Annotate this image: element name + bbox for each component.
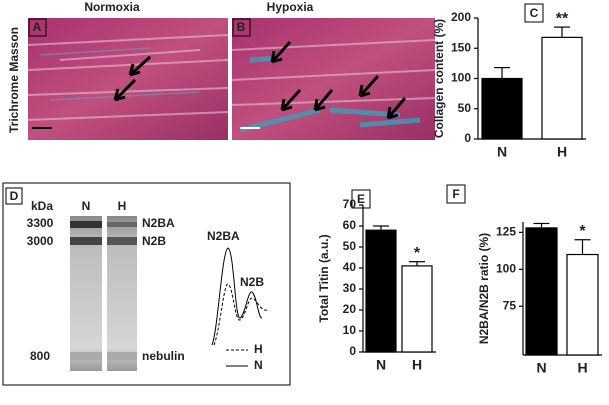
letter-box: [446, 184, 466, 204]
panel-letter: C: [530, 6, 539, 20]
significance: *: [579, 223, 586, 240]
panel-letter: D: [10, 189, 19, 203]
panel-letter: A: [33, 20, 42, 34]
panel-d-frame: [2, 182, 291, 386]
y-tick-label: 0: [464, 131, 471, 145]
x-tick-label: N: [497, 144, 507, 160]
significance: **: [556, 10, 569, 27]
micrograph-a: [27, 18, 229, 140]
letter-box: [5, 187, 23, 205]
trace-h: [213, 283, 269, 346]
y-tick-label: 100: [451, 71, 471, 85]
bar: [481, 77, 523, 140]
col-title: Hypoxia: [267, 0, 314, 14]
y-tick-label: 0: [349, 344, 356, 358]
letter-box: [524, 3, 544, 23]
y-tick-label: 50: [458, 101, 472, 115]
x-tick-label: N: [376, 357, 386, 373]
y-tick-label: 125: [496, 225, 516, 239]
y-tick-label: 40: [343, 260, 357, 274]
x-tick-label: H: [577, 360, 587, 376]
y-tick-label: 60: [343, 218, 357, 232]
x-tick-label: H: [412, 357, 422, 373]
band-label: N2BA: [142, 216, 175, 230]
legend-label: N: [254, 358, 263, 372]
y-tick-label: 10: [343, 323, 357, 337]
col-title: Normoxia: [84, 0, 140, 14]
marker: 800: [30, 349, 50, 363]
y-tick-label: 30: [343, 281, 357, 295]
row-title: Trichrome Masson: [7, 27, 21, 133]
trace-label: N2BA: [207, 229, 240, 243]
letter-box: [351, 189, 371, 209]
bar: [401, 265, 433, 353]
y-tick-label: 100: [496, 261, 516, 275]
trace-label: N2B: [240, 275, 264, 289]
bar: [566, 253, 599, 356]
y-axis-label: N2BA/N2B ratio (%): [477, 233, 491, 344]
legend-label: H: [254, 342, 263, 356]
x-tick-label: H: [557, 144, 567, 160]
panel-letter: F: [452, 187, 459, 201]
bar: [365, 229, 397, 353]
significance: *: [414, 245, 421, 262]
panel-letter: E: [357, 192, 365, 206]
y-tick-label: 50: [343, 239, 357, 253]
bar: [541, 36, 583, 140]
y-tick-label: 20: [343, 302, 357, 316]
marker: 3000: [27, 234, 54, 248]
band-label: nebulin: [142, 349, 185, 363]
trace-n: [211, 247, 263, 346]
band-label: N2B: [142, 234, 166, 248]
x-tick-label: N: [536, 360, 546, 376]
y-tick-label: 75: [503, 298, 517, 312]
marker: 3300: [27, 216, 54, 230]
bar: [525, 227, 558, 356]
y-tick-label: 70: [343, 197, 357, 211]
panel-letter: B: [237, 20, 246, 34]
gel: [70, 216, 137, 371]
y-axis-label: Collagen content (%): [432, 19, 446, 138]
y-tick-label: 150: [451, 40, 471, 54]
y-axis-label: Total Titin (a.u.): [317, 234, 331, 322]
y-tick-label: 200: [451, 10, 471, 24]
gel-unit: kDa: [31, 199, 53, 213]
micrograph-b: [231, 18, 436, 140]
lane-label: N: [82, 199, 91, 213]
lane-label: H: [118, 199, 127, 213]
